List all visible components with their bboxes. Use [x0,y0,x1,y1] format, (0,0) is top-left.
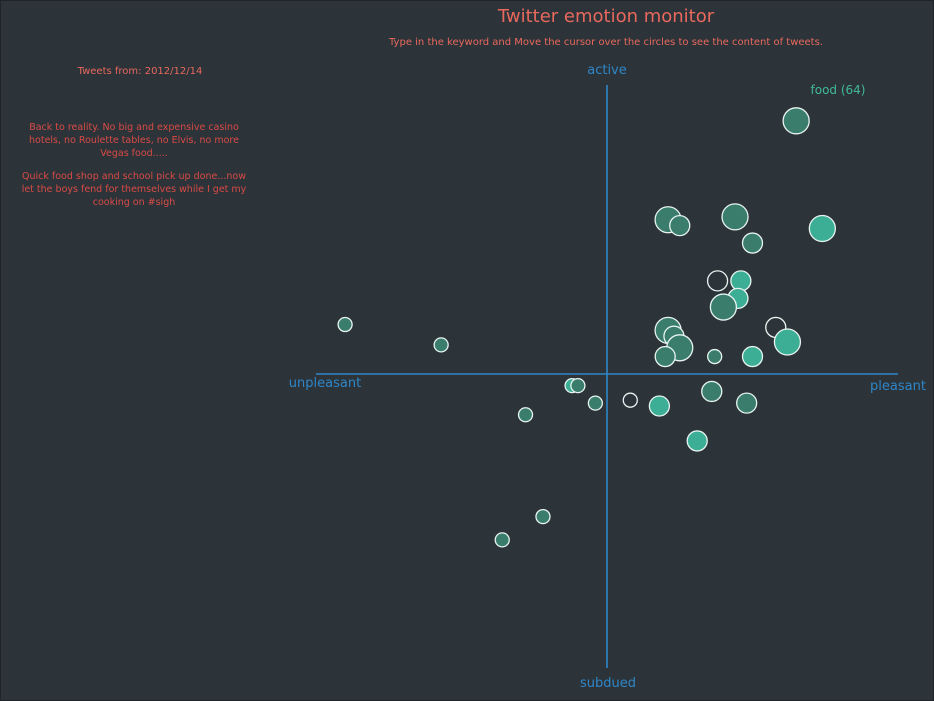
tweets-date-label: Tweets from: 2012/12/14 [77,66,203,77]
tweet-circle[interactable] [570,377,586,394]
tweet-circle[interactable] [669,214,691,237]
tweet-circle[interactable] [517,407,534,423]
tweet-text: Back to reality. No big and expensive ca… [29,122,239,159]
keyword-label: food (64) [811,83,866,97]
tweet-circle[interactable] [535,508,551,525]
tweet-circle[interactable] [773,328,802,356]
tweet-circle[interactable] [337,316,353,333]
tweet-circle[interactable] [587,395,604,411]
tweet-list: Back to reality. No big and expensive ca… [18,121,250,219]
tweet-circle[interactable] [721,203,749,231]
tweet-circle[interactable] [622,392,638,408]
tweet-circle[interactable] [707,348,723,365]
tweet-circle[interactable] [654,345,676,368]
tweet-circle[interactable] [433,337,449,353]
tweet-circle[interactable] [741,232,764,254]
tweet-circle[interactable] [730,270,752,292]
tweet-circle[interactable] [494,532,510,548]
tweet-text: Quick food shop and school pick up done.… [21,171,247,208]
tweet-circle[interactable] [706,270,729,292]
page-title: Twitter emotion monitor [497,6,715,27]
axis-label-pleasant: pleasant [870,379,926,394]
tweet-circle[interactable] [648,395,671,417]
tweet-circle[interactable] [782,107,810,135]
axis-label-subdued: subdued [580,676,636,691]
instructions-text: Type in the keyword and Move the cursor … [389,37,823,48]
tweet-circle[interactable] [701,380,723,403]
axis-label-unpleasant: unpleasant [289,376,361,391]
axis-label-active: active [587,63,627,78]
tweet-circle[interactable] [808,214,836,243]
tweet-circle[interactable] [741,345,764,368]
tweet-circle[interactable] [686,430,708,452]
tweet-circle[interactable] [736,392,758,414]
points-layer [337,107,836,548]
tweet-circle[interactable] [709,293,738,321]
